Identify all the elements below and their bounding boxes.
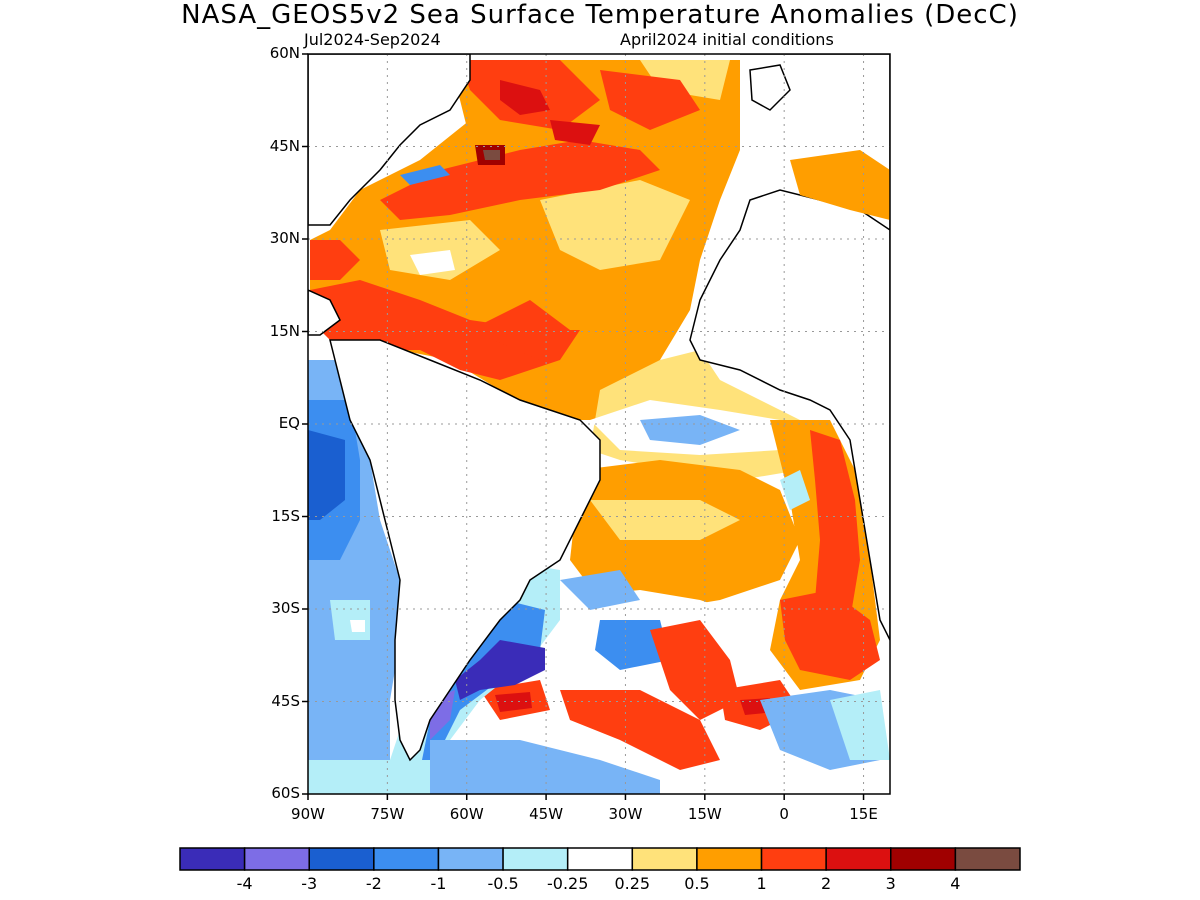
lat-tick-label: 30S <box>271 599 300 617</box>
caribbean-hot-band <box>470 300 570 360</box>
lat-tick-label: 60N <box>269 44 300 62</box>
colorbar-label: 4 <box>950 874 961 893</box>
south-polar-cool <box>430 740 660 794</box>
lon-tick-label: 30W <box>608 805 643 823</box>
equatorial-cool <box>640 415 740 445</box>
north-yellow-patch <box>540 180 690 270</box>
colorbar-label: 0.25 <box>614 874 651 893</box>
central-america-land <box>308 289 341 336</box>
southeast-hot <box>780 590 880 680</box>
lon-tick-label: 15W <box>687 805 722 823</box>
lat-tick-label: EQ <box>278 414 300 432</box>
lon-tick-label: 60W <box>449 805 484 823</box>
colorbar-label: -1 <box>430 874 447 893</box>
southeast-pacific-core <box>308 430 345 520</box>
north-yellow-patch <box>380 220 500 280</box>
patagonia-cold-core <box>455 640 545 700</box>
period-label: Jul2024-Sep2024 <box>304 30 441 49</box>
chart-title: NASA_GEOS5v2 Sea Surface Temperature Ano… <box>181 0 1019 30</box>
south-cool-blob <box>560 570 640 610</box>
north-white-patch <box>410 250 455 275</box>
south-hot-core <box>495 692 532 712</box>
north-extreme-core <box>483 150 500 160</box>
gulf-mexico-hot <box>310 240 360 280</box>
colorbar-label: -2 <box>365 874 382 893</box>
south-atlantic-yellow <box>590 500 740 540</box>
north-hot-band <box>600 70 700 130</box>
axis-ticks <box>302 53 865 800</box>
land-masses <box>308 54 890 762</box>
lon-tick-label: 15E <box>849 805 878 823</box>
colorbar-label: -3 <box>301 874 318 893</box>
colorbar-label: -0.5 <box>487 874 519 893</box>
colorbar-label: 0.5 <box>684 874 710 893</box>
south-hot-blob <box>650 620 740 720</box>
south-america-land <box>329 339 601 762</box>
north-america-land <box>308 54 471 226</box>
lat-tick-label: 60S <box>271 784 300 802</box>
lat-tick-label: 45N <box>269 136 300 155</box>
init-label: April2024 initial conditions <box>620 30 834 49</box>
angola-cool <box>780 470 810 510</box>
colorbar-label: 2 <box>821 874 832 893</box>
lat-tick-label: 15S <box>271 506 300 525</box>
mediterranean-warm <box>790 150 890 220</box>
south-polar-lightcool <box>308 760 430 794</box>
south-hot-blob <box>560 690 720 770</box>
colorbar-label: 3 <box>885 874 896 893</box>
southeast-pacific-patch <box>350 620 365 632</box>
lat-tick-label: 45S <box>271 691 300 710</box>
caribbean-hot-region <box>310 280 580 380</box>
north-hot-core <box>500 80 550 115</box>
north-hot-core <box>550 120 600 145</box>
gulf-stream-hot <box>380 140 660 220</box>
lon-tick-label: 45W <box>529 805 564 823</box>
lon-tick-label: 75W <box>370 805 405 823</box>
west-canada-cool <box>400 165 450 185</box>
colorbar-label: -4 <box>236 874 253 893</box>
colorbar-label: -0.25 <box>546 874 589 893</box>
colorbar-label: 1 <box>756 874 767 893</box>
south-cool-blob <box>830 690 890 760</box>
lat-tick-label: 15N <box>269 321 300 340</box>
gridlines <box>308 54 890 794</box>
british-isles-land <box>749 64 791 111</box>
lon-tick-label: 90W <box>291 805 325 823</box>
lat-tick-label: 30N <box>269 229 300 247</box>
lon-tick-label: 0 <box>779 805 789 823</box>
benguela-hot <box>810 430 860 640</box>
